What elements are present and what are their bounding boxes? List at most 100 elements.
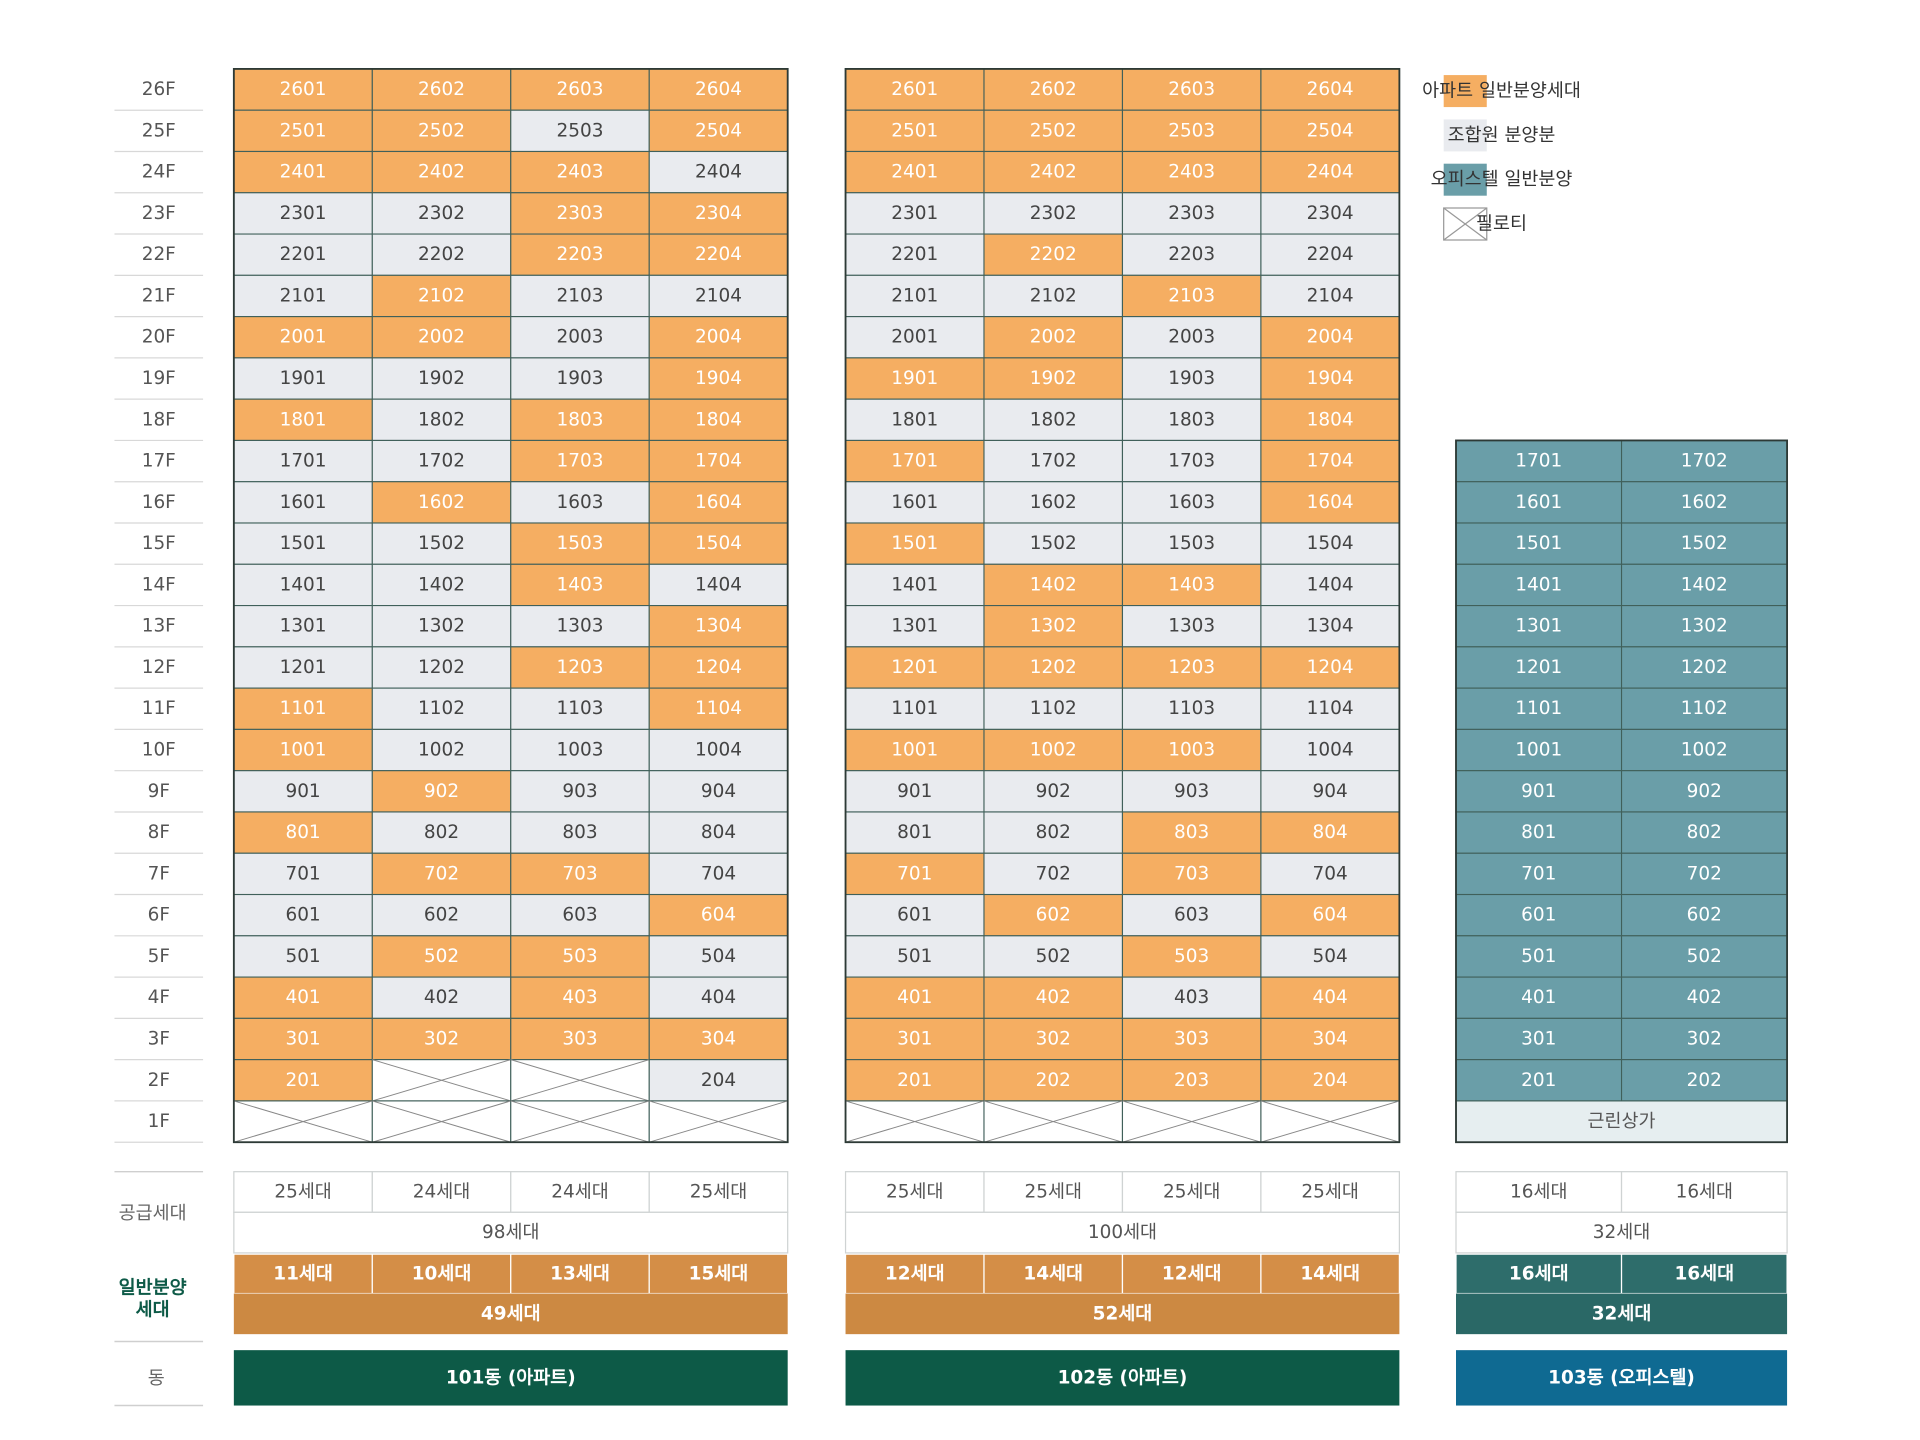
supply-count: 25세대 — [1301, 1181, 1358, 1202]
unit-cell — [983, 1059, 1124, 1102]
floor-label: 23F — [142, 203, 176, 224]
unit-cell — [983, 274, 1124, 318]
unit-number: 603 — [1174, 905, 1209, 926]
unit-cell — [233, 233, 373, 276]
unit-number: 904 — [1313, 781, 1348, 802]
floor-label: 13F — [142, 616, 176, 637]
unit-number: 1101 — [1515, 698, 1562, 719]
floor-label: 24F — [142, 162, 176, 183]
floor-label: 22F — [142, 244, 176, 265]
unit-cell — [1455, 1059, 1623, 1102]
unit-number: 303 — [1174, 1029, 1209, 1050]
supply-cell — [844, 1171, 985, 1213]
unit-cell — [1260, 522, 1400, 565]
unit-number: 401 — [897, 987, 932, 1008]
unit-number: 1701 — [280, 451, 327, 472]
unit-cell — [1121, 811, 1262, 854]
unit-number: 2302 — [418, 203, 465, 224]
general-cell — [1455, 1253, 1623, 1295]
unit-number: 2302 — [1030, 203, 1077, 224]
unit-number: 1302 — [1681, 616, 1728, 637]
unit-number: 2404 — [1307, 162, 1354, 183]
unit-number: 1503 — [557, 533, 604, 554]
unit-cell — [233, 1017, 373, 1061]
pilotis-cross — [1122, 1100, 1262, 1143]
unit-number: 1902 — [1030, 368, 1077, 389]
unit-number: 601 — [285, 905, 320, 926]
legend-label: 조합원 분양분 — [1448, 125, 1556, 146]
unit-number: 401 — [1521, 987, 1556, 1008]
unit-cell — [1455, 563, 1623, 607]
unit-cell — [844, 439, 985, 483]
supply-cell — [371, 1171, 512, 1213]
unit-number: 502 — [424, 946, 459, 967]
unit-number: 403 — [1174, 987, 1209, 1008]
unit-number: 2503 — [557, 120, 604, 141]
supply-cell — [1620, 1171, 1788, 1213]
building-frame — [1455, 439, 1789, 1144]
unit-cell — [233, 481, 373, 524]
unit-number: 601 — [897, 905, 932, 926]
unit-number: 2001 — [891, 327, 938, 348]
unit-number: 1202 — [1030, 657, 1077, 678]
unit-cell — [233, 68, 373, 111]
unit-number: 701 — [897, 863, 932, 884]
unit-number: 402 — [424, 987, 459, 1008]
unit-number: 1303 — [1168, 616, 1215, 637]
unit-number: 1403 — [557, 574, 604, 595]
unit-cell — [1121, 728, 1262, 772]
unit-cell — [1620, 976, 1788, 1019]
supply-total: 100세대 — [1088, 1222, 1157, 1243]
unit-number: 1503 — [1168, 533, 1215, 554]
unit-cell — [1620, 935, 1788, 978]
unit-cell — [1455, 1100, 1788, 1143]
unit-number: 901 — [285, 781, 320, 802]
supply-total: 98세대 — [482, 1222, 539, 1243]
unit-cell — [371, 233, 512, 276]
unit-number: 504 — [1313, 946, 1348, 967]
unit-number: 2504 — [695, 120, 742, 141]
unit-number: 1802 — [418, 409, 465, 430]
unit-cell — [1620, 1017, 1788, 1061]
supply-cell — [510, 1171, 650, 1213]
unit-number: 1802 — [1030, 409, 1077, 430]
supply-cell — [1121, 1171, 1262, 1213]
unit-cell — [844, 852, 985, 896]
unit-cell — [233, 150, 373, 194]
unit-cell — [648, 605, 789, 648]
unit-cell — [1455, 770, 1623, 813]
unit-number: 1501 — [280, 533, 327, 554]
unit-cell — [371, 522, 512, 565]
floor-label: 3F — [148, 1029, 170, 1050]
pilotis-cross — [510, 1100, 650, 1143]
unit-cell — [1121, 481, 1262, 524]
pilotis-cross — [983, 1100, 1123, 1143]
unit-number: 2402 — [1030, 162, 1077, 183]
unit-cell — [1121, 852, 1262, 896]
unit-number: 2303 — [1168, 203, 1215, 224]
unit-number: 1003 — [557, 740, 604, 761]
unit-cell — [983, 522, 1124, 565]
unit-number: 1401 — [280, 574, 327, 595]
unit-cell — [844, 522, 985, 565]
unit-number: 903 — [1174, 781, 1209, 802]
unit-number: 1304 — [695, 616, 742, 637]
unit-cell — [371, 646, 512, 689]
unit-cell — [844, 811, 985, 854]
supply-cell — [233, 1171, 373, 1213]
unit-number: 702 — [1036, 863, 1071, 884]
unit-cell — [1260, 852, 1400, 896]
unit-cell — [844, 935, 985, 978]
general-count: 10세대 — [412, 1263, 472, 1284]
unit-number: 502 — [1687, 946, 1722, 967]
unit-number: 302 — [1036, 1029, 1071, 1050]
unit-number: 304 — [1313, 1029, 1348, 1050]
unit-cell — [1260, 192, 1400, 235]
unit-cell — [983, 687, 1124, 730]
unit-cell — [844, 1059, 985, 1102]
supply-count: 16세대 — [1676, 1181, 1733, 1202]
unit-cell — [510, 728, 650, 772]
unit-number: 701 — [285, 863, 320, 884]
unit-cell — [510, 605, 650, 648]
